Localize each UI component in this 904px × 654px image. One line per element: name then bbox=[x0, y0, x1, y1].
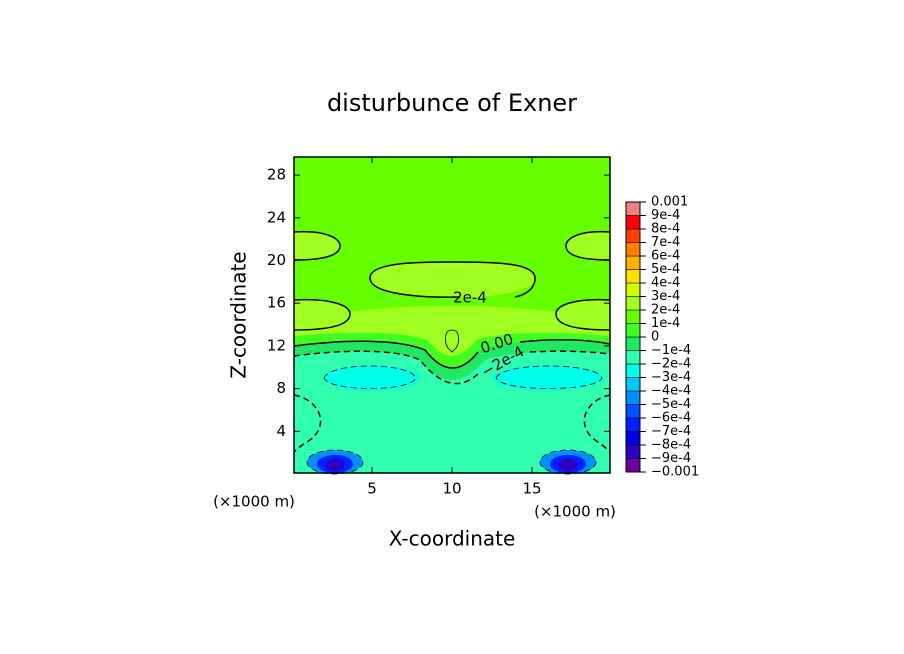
colorbar-band bbox=[625, 242, 641, 257]
colorbar-tick-label: 3e-4 bbox=[651, 289, 680, 304]
contour-line bbox=[306, 449, 364, 475]
contour-line bbox=[529, 350, 611, 355]
field-region bbox=[556, 299, 610, 330]
colorbar-band bbox=[625, 296, 641, 311]
field-region bbox=[294, 299, 350, 330]
contour-lines bbox=[293, 230, 611, 475]
colorbar-band bbox=[625, 255, 641, 270]
colorbar-tick-label: −7e-4 bbox=[651, 424, 691, 439]
contour-line bbox=[293, 230, 341, 261]
x-tick-label: 10 bbox=[442, 480, 461, 498]
field-region bbox=[370, 262, 535, 298]
colorbar-tick-label: −8e-4 bbox=[651, 438, 691, 453]
y-axis-label: Z-coordinate bbox=[227, 251, 251, 378]
x-unit-label: (×1000 m) bbox=[213, 493, 295, 511]
field-region bbox=[294, 305, 610, 359]
colorbar-tick-label: 9e-4 bbox=[651, 208, 680, 223]
colorbar-band bbox=[625, 336, 641, 351]
x-tick-label: 15 bbox=[522, 480, 541, 498]
contour-line bbox=[293, 340, 479, 369]
colorbar-band bbox=[625, 404, 641, 419]
contour-line bbox=[444, 329, 460, 353]
colorbar-tick-label: −1e-4 bbox=[651, 343, 691, 358]
colorbar-tick-label: −3e-4 bbox=[651, 370, 691, 385]
colorbar-tick-label: −6e-4 bbox=[651, 411, 691, 426]
field-region bbox=[326, 459, 344, 471]
x-unit-label: (×1000 m) bbox=[534, 503, 616, 521]
colorbar-tick-label: 0.001 bbox=[651, 195, 688, 210]
colorbar-tick-label: 7e-4 bbox=[651, 235, 680, 250]
colorbar-band bbox=[625, 377, 641, 392]
contour-line bbox=[565, 230, 611, 261]
x-tick-label: 5 bbox=[367, 480, 377, 498]
colorbar-band bbox=[625, 363, 641, 378]
colorbar-tick-label: 1e-4 bbox=[651, 316, 680, 331]
colorbar-band bbox=[625, 228, 641, 243]
contour-line bbox=[583, 394, 611, 453]
colorbar-band bbox=[625, 350, 641, 365]
colorbar-tick-label: 5e-4 bbox=[651, 262, 680, 277]
y-tick-label: 20 bbox=[267, 251, 286, 269]
colorbar-band bbox=[625, 323, 641, 338]
contour-line bbox=[323, 365, 417, 389]
colorbar-band bbox=[625, 215, 641, 230]
colorbar-band bbox=[625, 309, 641, 324]
field-region bbox=[324, 365, 420, 391]
colorbar-band bbox=[625, 444, 641, 459]
chart-title: disturbunce of Exner bbox=[327, 89, 577, 117]
colorbar-band bbox=[625, 458, 641, 473]
y-tick-label: 8 bbox=[276, 379, 286, 397]
colorbar-band bbox=[625, 431, 641, 446]
contour-line bbox=[293, 394, 322, 453]
colorbar-band bbox=[625, 269, 641, 284]
colorbar-band bbox=[625, 201, 641, 216]
contour-line bbox=[555, 298, 611, 331]
colorbar-band bbox=[625, 417, 641, 432]
colorbar-tick-label: 4e-4 bbox=[651, 276, 680, 291]
y-tick-label: 12 bbox=[267, 336, 286, 354]
contour-line bbox=[293, 298, 351, 331]
field-region bbox=[566, 231, 610, 260]
contour-line bbox=[293, 350, 481, 385]
colorbar-tick-label: −9e-4 bbox=[651, 451, 691, 466]
colorbar-tick-label: 8e-4 bbox=[651, 222, 680, 237]
y-tick-label: 28 bbox=[267, 166, 286, 184]
colorbar-tick-label: 2e-4 bbox=[651, 303, 680, 318]
colorbar-tick-label: −4e-4 bbox=[651, 384, 691, 399]
y-tick-label: 4 bbox=[276, 422, 286, 440]
field-region bbox=[294, 231, 340, 260]
field-region bbox=[559, 459, 577, 471]
y-tick-label: 24 bbox=[267, 208, 286, 226]
colorbar-band bbox=[625, 390, 641, 405]
field-region bbox=[493, 365, 603, 391]
contour-line bbox=[369, 261, 536, 298]
contour-field bbox=[294, 157, 610, 474]
colorbar-tick-label: −5e-4 bbox=[651, 397, 691, 412]
colorbar-tick-label: −0.001 bbox=[651, 465, 699, 480]
contour-line bbox=[539, 449, 597, 475]
colorbar-tick-label: 6e-4 bbox=[651, 249, 680, 264]
x-axis-label: X-coordinate bbox=[389, 527, 516, 551]
y-tick-label: 16 bbox=[267, 294, 286, 312]
colorbar-tick-label: 0 bbox=[651, 330, 659, 345]
contour-line bbox=[519, 339, 611, 345]
contour-line bbox=[495, 365, 603, 389]
contour-label: 2e-4 bbox=[453, 289, 487, 307]
colorbar-frame bbox=[625, 201, 641, 473]
colorbar-band bbox=[625, 282, 641, 297]
colorbar-tick-label: −2e-4 bbox=[651, 357, 691, 372]
